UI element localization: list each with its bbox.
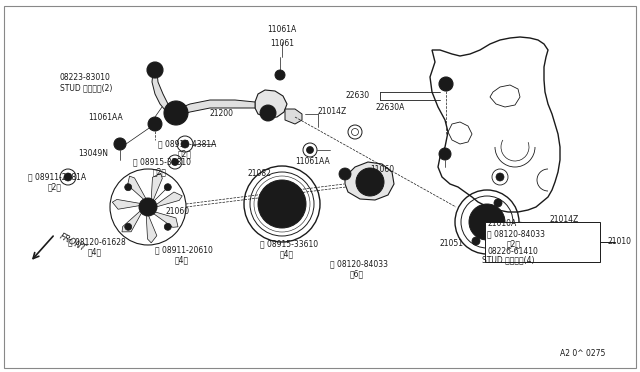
Text: Ⓦ 08911-2081A: Ⓦ 08911-2081A [28, 173, 86, 182]
Circle shape [164, 223, 172, 230]
Circle shape [125, 223, 132, 230]
Circle shape [152, 121, 159, 128]
Text: STUD スタッド(2): STUD スタッド(2) [60, 83, 113, 93]
Text: 21014Z: 21014Z [550, 215, 579, 224]
Circle shape [260, 105, 276, 121]
Circle shape [164, 101, 188, 125]
Text: 11060: 11060 [370, 166, 394, 174]
Text: FRONT: FRONT [58, 232, 88, 253]
Text: STUD スタッド(4): STUD スタッド(4) [482, 256, 534, 264]
Text: （2）: （2） [178, 150, 192, 158]
Circle shape [363, 175, 377, 189]
Text: Ⓦ 08915-33810: Ⓦ 08915-33810 [133, 157, 191, 167]
Text: Ⓑ 08120-61628: Ⓑ 08120-61628 [68, 237, 125, 247]
Circle shape [117, 141, 123, 147]
Circle shape [114, 138, 126, 150]
Text: （6）: （6） [350, 269, 364, 279]
Text: 21010A: 21010A [487, 219, 516, 228]
FancyBboxPatch shape [4, 6, 636, 368]
Circle shape [147, 62, 163, 78]
Polygon shape [113, 199, 141, 209]
Text: 11061: 11061 [270, 39, 294, 48]
Circle shape [148, 117, 162, 131]
Text: 21200: 21200 [210, 109, 234, 119]
Text: 22630: 22630 [345, 92, 369, 100]
FancyBboxPatch shape [485, 222, 600, 262]
Circle shape [264, 109, 272, 117]
Polygon shape [153, 212, 178, 227]
Text: 11061A: 11061A [268, 26, 296, 35]
Polygon shape [122, 211, 142, 232]
Text: A2 0^ 0275: A2 0^ 0275 [560, 350, 605, 359]
Text: 21010: 21010 [608, 237, 632, 247]
Polygon shape [156, 192, 182, 207]
Text: 21014Z: 21014Z [318, 108, 348, 116]
Circle shape [172, 158, 179, 166]
Text: 21051: 21051 [440, 240, 464, 248]
Text: 11061AA: 11061AA [88, 113, 123, 122]
Circle shape [181, 140, 189, 148]
Polygon shape [152, 72, 172, 110]
Circle shape [143, 202, 153, 212]
Polygon shape [146, 215, 157, 243]
Circle shape [494, 199, 502, 207]
Circle shape [339, 168, 351, 180]
Text: （2）: （2） [153, 167, 167, 176]
Circle shape [275, 197, 289, 211]
Circle shape [477, 212, 497, 232]
Polygon shape [285, 109, 302, 124]
Text: （2）: （2） [507, 240, 521, 248]
Polygon shape [175, 100, 255, 116]
Polygon shape [255, 90, 287, 118]
Circle shape [469, 204, 505, 240]
Text: Ⓑ 08120-84033: Ⓑ 08120-84033 [487, 230, 545, 238]
Circle shape [64, 173, 72, 181]
Circle shape [278, 73, 282, 77]
Circle shape [356, 168, 384, 196]
Text: 08223-83010: 08223-83010 [60, 74, 111, 83]
Circle shape [342, 171, 348, 177]
Circle shape [258, 180, 306, 228]
Circle shape [275, 70, 285, 80]
Circle shape [169, 106, 183, 120]
Text: Ⓑ 08120-84033: Ⓑ 08120-84033 [330, 260, 388, 269]
Circle shape [125, 184, 132, 191]
Text: Ⓝ 08911-20610: Ⓝ 08911-20610 [155, 246, 213, 254]
Circle shape [472, 237, 480, 245]
Circle shape [439, 148, 451, 160]
Text: 22630A: 22630A [375, 103, 404, 112]
Circle shape [496, 173, 504, 181]
Polygon shape [127, 176, 146, 200]
Text: 11061AA: 11061AA [295, 157, 330, 167]
Circle shape [307, 147, 314, 154]
Text: 08226-61410: 08226-61410 [487, 247, 538, 257]
Circle shape [482, 217, 492, 227]
Circle shape [268, 190, 296, 218]
Text: ⓕ 08915-33610: ⓕ 08915-33610 [260, 240, 318, 248]
Text: （4）: （4） [175, 256, 189, 264]
Circle shape [139, 198, 157, 216]
Polygon shape [151, 173, 163, 201]
Text: （2）: （2） [48, 183, 62, 192]
Text: 21082: 21082 [248, 170, 272, 179]
Circle shape [439, 77, 453, 91]
Text: （4）: （4） [88, 247, 102, 257]
Text: 21060: 21060 [165, 208, 189, 217]
Circle shape [151, 66, 159, 74]
Polygon shape [345, 162, 394, 200]
Text: ⓖ 08915-4381A: ⓖ 08915-4381A [158, 140, 216, 148]
Circle shape [164, 184, 172, 191]
Circle shape [173, 109, 179, 116]
Text: （4）: （4） [280, 250, 294, 259]
Text: 13049N: 13049N [78, 150, 108, 158]
